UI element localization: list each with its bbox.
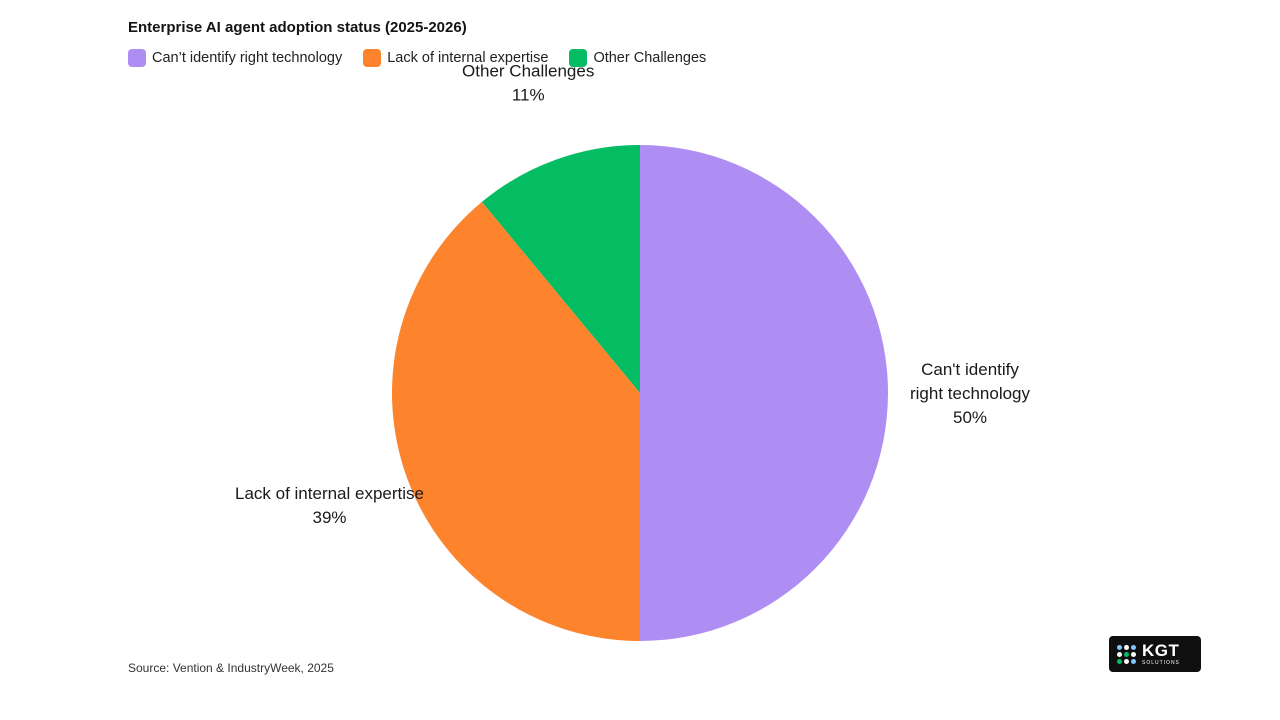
pie-slice-lack-of-expertise (392, 201, 640, 641)
legend-item-cant-identify: Can’t identify right technology (128, 49, 342, 67)
logo-dot (1131, 658, 1136, 664)
logo-subtext: SOLUTIONS (1142, 660, 1180, 666)
logo-mark-icon (1117, 644, 1136, 664)
slice-data-label: Lack of internal expertise 39% (235, 484, 424, 527)
logo-dot (1131, 644, 1136, 650)
logo-dot (1124, 651, 1129, 657)
legend-swatch (363, 49, 382, 67)
slice-data-label: Other Challenges 11% (462, 62, 594, 105)
logo-dot (1131, 651, 1136, 657)
legend-label: Other Challenges (593, 50, 707, 66)
source-note: Source: Vention & IndustryWeek, 2025 (128, 661, 334, 675)
slice-value-label: 50% (953, 408, 987, 427)
slice-value-label: 11% (512, 86, 545, 105)
slice-category-label: Lack of internal expertise (235, 484, 424, 503)
pie-slice-other-challenges (481, 145, 640, 393)
slice-category-label: Other Challenges (462, 62, 594, 81)
legend-swatch (569, 49, 588, 67)
slice-data-label: Can't identify right technology 50% (910, 360, 1031, 427)
legend-label: Can’t identify right technology (152, 50, 343, 66)
logo-dot (1117, 651, 1122, 657)
legend-item-other-challenges: Other Challenges (569, 49, 706, 67)
logo-text: KGT (1142, 641, 1180, 660)
slice-category-label: Can't identify (921, 360, 1019, 379)
legend: Can’t identify right technology Lack of … (128, 49, 727, 67)
kgt-logo: KGT SOLUTIONS (1109, 636, 1201, 672)
logo-dot (1117, 644, 1122, 650)
logo-dot (1124, 658, 1129, 664)
logo-dot (1124, 644, 1129, 650)
slice-value-label: 39% (312, 508, 346, 527)
slice-category-label: right technology (910, 384, 1031, 403)
legend-swatch (128, 49, 146, 67)
legend-label: Lack of internal expertise (387, 50, 549, 66)
chart-title: Enterprise AI agent adoption status (202… (128, 19, 467, 36)
pie-slice-cant-identify (640, 145, 888, 641)
legend-item-lack-of-expertise: Lack of internal expertise (363, 49, 548, 67)
logo-dot (1117, 658, 1122, 664)
